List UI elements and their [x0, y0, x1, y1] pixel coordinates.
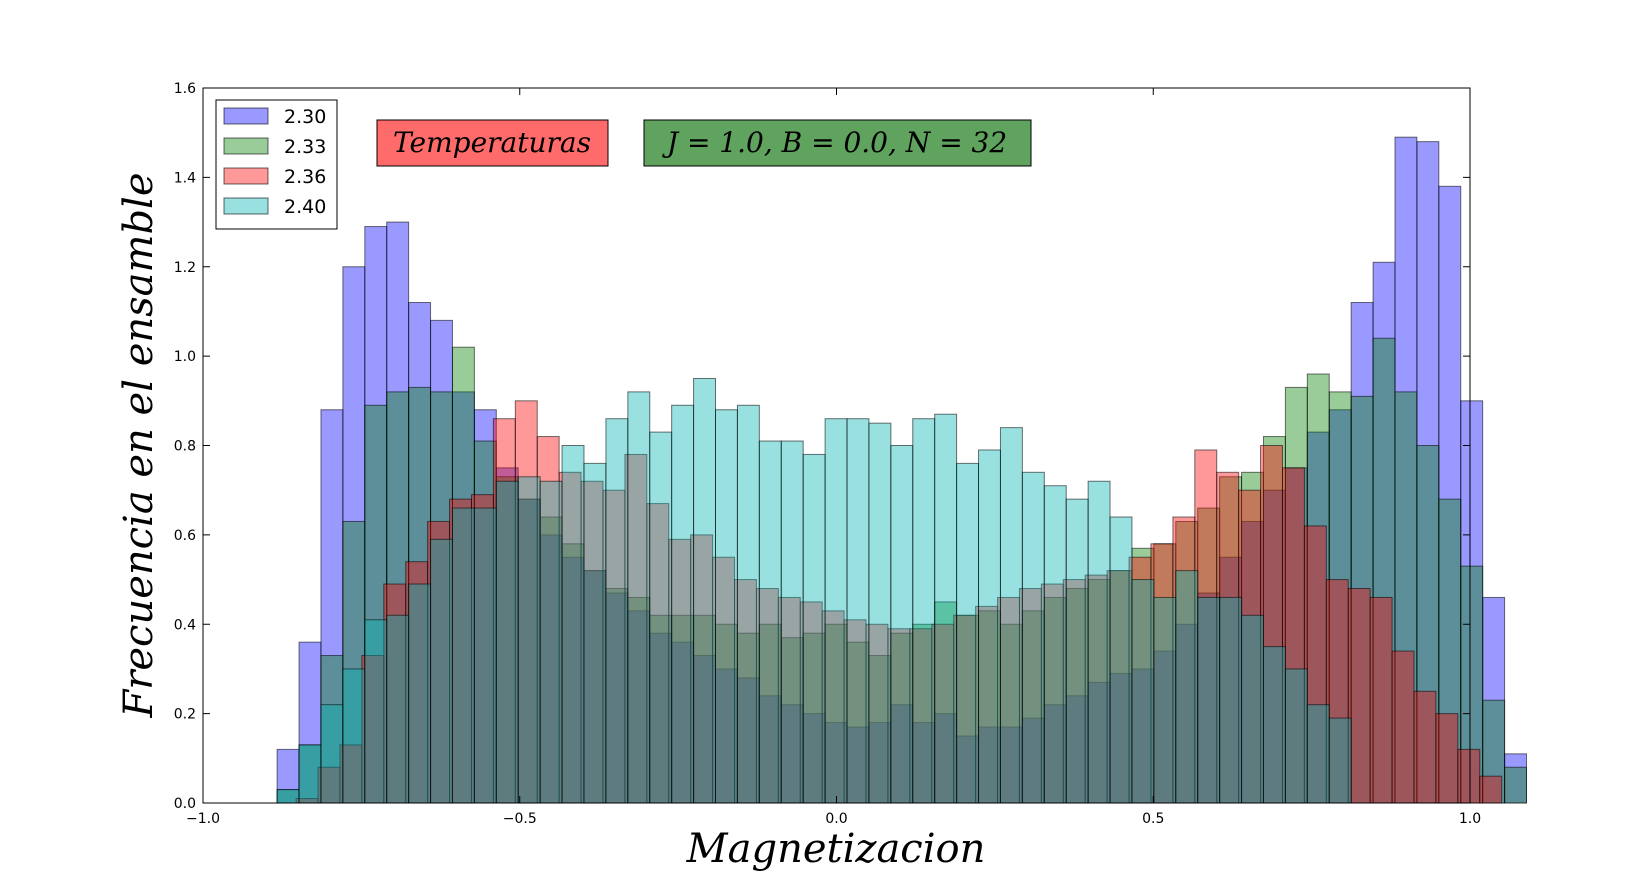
legend-label: 2.30 — [284, 106, 326, 128]
histogram-bar — [780, 440, 804, 804]
legend-label: 2.40 — [284, 196, 326, 218]
y-tick-label: 0.2 — [174, 707, 196, 723]
temperaturas-box-bg — [376, 119, 609, 167]
histogram-bar — [1413, 690, 1437, 804]
histogram-bar — [671, 404, 695, 804]
histogram-bar — [1087, 480, 1111, 804]
histogram-bar — [1504, 766, 1528, 804]
series-2-36 — [295, 400, 1503, 804]
x-tick-label: −1.0 — [186, 811, 220, 827]
params-box-bg — [643, 119, 1032, 167]
histogram-bar — [846, 418, 870, 804]
histogram-bar — [715, 409, 738, 804]
histogram-bar — [758, 440, 782, 804]
histogram-bar — [1043, 485, 1067, 804]
params-box: J = 1.0, B = 0.0, N = 32 — [643, 119, 1032, 167]
legend-swatch — [223, 197, 269, 215]
histogram-bar — [342, 668, 366, 804]
legend-swatch — [223, 107, 269, 125]
y-tick-label: 1.0 — [174, 349, 196, 365]
histogram-bar — [1021, 471, 1045, 804]
histogram-bar — [1435, 713, 1459, 804]
histogram-bar — [868, 422, 892, 804]
histogram-bar — [1369, 596, 1393, 804]
y-axis-label: Frecuencia en el ensamble — [116, 172, 162, 718]
histogram-bar — [495, 480, 519, 804]
x-tick-label: −0.5 — [503, 811, 537, 827]
histogram-bar — [1197, 596, 1221, 804]
x-tick-label: 0.0 — [825, 811, 847, 827]
histogram-bar — [1328, 717, 1352, 804]
y-tick-label: 0.0 — [174, 796, 196, 812]
histogram-bar — [1306, 704, 1330, 804]
histogram-bar — [1262, 646, 1286, 804]
histogram-bar — [934, 413, 958, 804]
legend-swatch — [223, 167, 269, 185]
legend-frame — [215, 99, 338, 230]
params-box-text: J = 1.0, B = 0.0, N = 32 — [662, 126, 1007, 159]
legend-label: 2.33 — [284, 136, 326, 158]
histogram-bar — [1479, 775, 1503, 804]
histogram-bar — [1457, 748, 1481, 804]
histogram-bar — [364, 619, 388, 804]
histogram-bar — [1065, 498, 1089, 804]
histogram-bar — [649, 431, 673, 804]
y-tick-label: 1.2 — [174, 260, 196, 276]
histogram-bar — [583, 462, 607, 804]
y-tick-label: 0.8 — [174, 439, 196, 455]
histogram-bar — [912, 418, 936, 804]
histogram-bar — [1131, 579, 1155, 804]
histogram-bar — [386, 614, 410, 804]
histogram-bar — [1284, 668, 1308, 804]
series-2-40 — [276, 377, 1352, 804]
histogram-bar — [824, 418, 848, 804]
y-tick-label: 1.6 — [174, 81, 196, 97]
histogram-bar — [1153, 596, 1177, 804]
legend: 2.30 2.33 2.36 2.40 — [215, 99, 338, 230]
x-axis-label: Magnetizacion — [686, 826, 986, 872]
histogram-bar — [539, 480, 563, 804]
legend-label: 2.36 — [284, 166, 326, 188]
histogram-bar — [408, 583, 432, 804]
temperaturas-box: Temperaturas — [376, 119, 609, 167]
histogram-bar — [956, 462, 980, 804]
x-tick-label: 1.0 — [1459, 811, 1481, 827]
histogram-bar — [693, 377, 717, 804]
temperaturas-box-text: Temperaturas — [393, 126, 591, 159]
histogram-bar — [999, 427, 1023, 804]
y-tick-label: 1.4 — [174, 170, 196, 186]
histogram-bar — [978, 449, 1001, 804]
x-tick-label: 0.5 — [1142, 811, 1164, 827]
y-tick-label: 0.6 — [174, 528, 196, 544]
histogram-bar — [298, 744, 322, 804]
axis-ticks: −1.0 −0.5 0.0 0.5 1.0 0.0 0.2 0.4 0.6 0.8 1.0 1.2 1.… — [174, 81, 1481, 827]
histogram-bar — [1219, 596, 1243, 804]
histogram-bar — [1175, 570, 1199, 804]
legend-swatch — [223, 137, 269, 155]
histogram-bar — [430, 538, 453, 804]
y-tick-label: 0.4 — [174, 617, 196, 633]
histogram-bar — [276, 789, 300, 804]
histogram-bar — [1109, 516, 1133, 804]
histogram-bar — [1391, 650, 1415, 804]
histogram-bar — [890, 445, 914, 804]
histogram-bar — [473, 507, 497, 804]
histogram-bar — [561, 445, 585, 804]
histogram-bar — [517, 476, 541, 804]
series-2-33 — [276, 337, 1528, 804]
histogram-bar — [451, 507, 475, 804]
histogram-bar — [736, 404, 760, 804]
histogram-bar — [320, 704, 344, 804]
histogram-bar — [627, 391, 651, 804]
histogram-bar — [802, 453, 826, 804]
histogram-bar — [1241, 614, 1264, 804]
histogram-bar — [605, 418, 629, 804]
